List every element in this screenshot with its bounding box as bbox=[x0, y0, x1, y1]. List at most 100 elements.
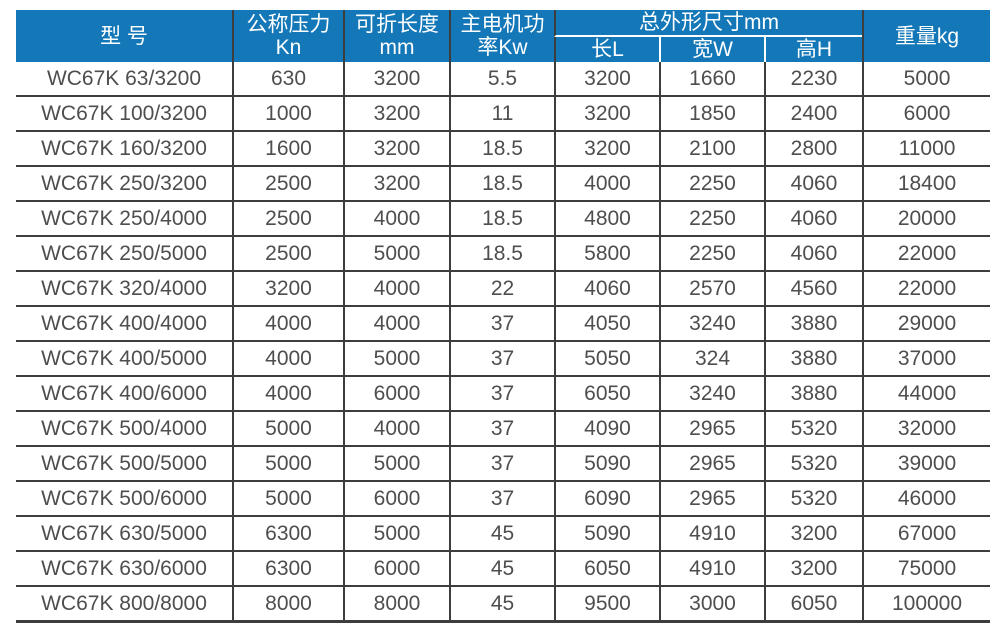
header-fold-length: 可折长度 mm bbox=[343, 10, 449, 63]
cell-fold-length-mm: 5000 bbox=[343, 237, 449, 273]
cell-fold-length-mm: 3200 bbox=[343, 97, 449, 133]
cell-model: WC67K 63/3200 bbox=[16, 62, 232, 98]
cell-height-h: 4060 bbox=[764, 202, 863, 238]
cell-length-l: 6050 bbox=[554, 552, 659, 588]
table-row: WC67K 320/4000 3200 4000 22 4060 2570 4560 2200… bbox=[16, 272, 991, 308]
cell-length-l: 6090 bbox=[554, 482, 659, 518]
cell-width-w: 2100 bbox=[659, 132, 764, 168]
cell-width-w: 2965 bbox=[659, 412, 764, 448]
cell-fold-length-mm: 6000 bbox=[343, 482, 449, 518]
cell-fold-length-mm: 4000 bbox=[343, 272, 449, 308]
cell-width-w: 3000 bbox=[659, 587, 764, 624]
cell-weight-kg: 18400 bbox=[862, 167, 991, 203]
cell-width-w: 2250 bbox=[659, 202, 764, 238]
table-row: WC67K 100/3200 1000 3200 11 3200 1850 2400 6000 bbox=[16, 97, 991, 133]
cell-nominal-pressure-kn: 5000 bbox=[232, 447, 343, 483]
cell-height-h: 4560 bbox=[764, 272, 863, 308]
header-nominal-pressure: 公称压力 Kn bbox=[232, 10, 343, 63]
table-row: WC67K 800/8000 8000 8000 45 9500 3000 6050 1000… bbox=[16, 587, 991, 624]
cell-model: WC67K 400/5000 bbox=[16, 342, 232, 378]
table-row: WC67K 400/6000 4000 6000 37 6050 3240 3880 4400… bbox=[16, 377, 991, 413]
cell-model: WC67K 400/6000 bbox=[16, 377, 232, 413]
cell-width-w: 3240 bbox=[659, 377, 764, 413]
header-fold-length-line1: 可折长度 bbox=[355, 13, 439, 36]
cell-motor-power-kw: 5.5 bbox=[449, 62, 554, 98]
cell-nominal-pressure-kn: 3200 bbox=[232, 272, 343, 308]
cell-motor-power-kw: 37 bbox=[449, 307, 554, 343]
cell-nominal-pressure-kn: 4000 bbox=[232, 342, 343, 378]
table-row: WC67K 250/4000 2500 4000 18.5 4800 2250 4060 20… bbox=[16, 202, 991, 238]
cell-motor-power-kw: 37 bbox=[449, 412, 554, 448]
cell-height-h: 3880 bbox=[764, 377, 863, 413]
cell-fold-length-mm: 3200 bbox=[343, 62, 449, 98]
cell-model: WC67K 400/4000 bbox=[16, 307, 232, 343]
header-dim-height: 高H bbox=[764, 37, 863, 63]
cell-length-l: 4050 bbox=[554, 307, 659, 343]
header-dim-width: 宽W bbox=[659, 37, 764, 63]
cell-weight-kg: 44000 bbox=[862, 377, 991, 413]
cell-weight-kg: 6000 bbox=[862, 97, 991, 133]
table-row: WC67K 250/3200 2500 3200 18.5 4000 2250 4060 18… bbox=[16, 167, 991, 203]
cell-width-w: 2570 bbox=[659, 272, 764, 308]
cell-fold-length-mm: 3200 bbox=[343, 132, 449, 168]
cell-width-w: 1850 bbox=[659, 97, 764, 133]
cell-width-w: 4910 bbox=[659, 517, 764, 553]
cell-model: WC67K 800/8000 bbox=[16, 587, 232, 624]
header-model: 型 号 bbox=[16, 10, 232, 63]
cell-motor-power-kw: 37 bbox=[449, 377, 554, 413]
cell-nominal-pressure-kn: 630 bbox=[232, 62, 343, 98]
cell-model: WC67K 630/6000 bbox=[16, 552, 232, 588]
cell-motor-power-kw: 22 bbox=[449, 272, 554, 308]
cell-fold-length-mm: 8000 bbox=[343, 587, 449, 624]
cell-model: WC67K 250/3200 bbox=[16, 167, 232, 203]
table-row: WC67K 630/6000 6300 6000 45 6050 4910 3200 7500… bbox=[16, 552, 991, 588]
cell-nominal-pressure-kn: 5000 bbox=[232, 482, 343, 518]
cell-height-h: 3880 bbox=[764, 342, 863, 378]
cell-height-h: 2800 bbox=[764, 132, 863, 168]
cell-height-h: 2400 bbox=[764, 97, 863, 133]
table-row: WC67K 500/4000 5000 4000 37 4090 2965 5320 3200… bbox=[16, 412, 991, 448]
cell-length-l: 4060 bbox=[554, 272, 659, 308]
table-row: WC67K 500/6000 5000 6000 37 6090 2965 5320 4600… bbox=[16, 482, 991, 518]
header-nominal-pressure-line1: 公称压力 bbox=[246, 13, 331, 36]
cell-length-l: 5090 bbox=[554, 447, 659, 483]
cell-height-h: 5320 bbox=[764, 482, 863, 518]
cell-height-h: 3200 bbox=[764, 517, 863, 553]
cell-height-h: 4060 bbox=[764, 237, 863, 273]
spec-table-body: WC67K 63/3200 630 3200 5.5 3200 1660 2230 5000 W… bbox=[16, 62, 991, 624]
cell-height-h: 3200 bbox=[764, 552, 863, 588]
header-motor-power-line1: 主电机功 bbox=[460, 13, 545, 36]
cell-fold-length-mm: 4000 bbox=[343, 307, 449, 343]
table-row: WC67K 400/4000 4000 4000 37 4050 3240 3880 2900… bbox=[16, 307, 991, 343]
cell-width-w: 2965 bbox=[659, 447, 764, 483]
table-row: WC67K 160/3200 1600 3200 18.5 3200 2100 2800 11… bbox=[16, 132, 991, 168]
cell-model: WC67K 500/6000 bbox=[16, 482, 232, 518]
header-dim-length: 长L bbox=[554, 37, 659, 63]
table-row: WC67K 500/5000 5000 5000 37 5090 2965 5320 3900… bbox=[16, 447, 991, 483]
cell-width-w: 2965 bbox=[659, 482, 764, 518]
cell-motor-power-kw: 45 bbox=[449, 517, 554, 553]
cell-weight-kg: 20000 bbox=[862, 202, 991, 238]
header-weight: 重量kg bbox=[862, 10, 991, 63]
cell-nominal-pressure-kn: 2500 bbox=[232, 237, 343, 273]
cell-length-l: 5800 bbox=[554, 237, 659, 273]
cell-height-h: 4060 bbox=[764, 167, 863, 203]
cell-weight-kg: 5000 bbox=[862, 62, 991, 98]
cell-motor-power-kw: 37 bbox=[449, 447, 554, 483]
cell-fold-length-mm: 5000 bbox=[343, 447, 449, 483]
cell-nominal-pressure-kn: 6300 bbox=[232, 552, 343, 588]
cell-model: WC67K 250/5000 bbox=[16, 237, 232, 273]
header-fold-length-line2: mm bbox=[379, 36, 415, 60]
cell-nominal-pressure-kn: 5000 bbox=[232, 412, 343, 448]
cell-height-h: 5320 bbox=[764, 447, 863, 483]
cell-length-l: 4800 bbox=[554, 202, 659, 238]
cell-length-l: 3200 bbox=[554, 97, 659, 133]
cell-weight-kg: 100000 bbox=[862, 587, 991, 624]
cell-motor-power-kw: 37 bbox=[449, 482, 554, 518]
header-motor-power-line2: 率Kw bbox=[477, 36, 528, 60]
header-motor-power: 主电机功 率Kw bbox=[449, 10, 554, 63]
cell-motor-power-kw: 45 bbox=[449, 587, 554, 624]
cell-weight-kg: 39000 bbox=[862, 447, 991, 483]
cell-width-w: 4910 bbox=[659, 552, 764, 588]
cell-weight-kg: 75000 bbox=[862, 552, 991, 588]
